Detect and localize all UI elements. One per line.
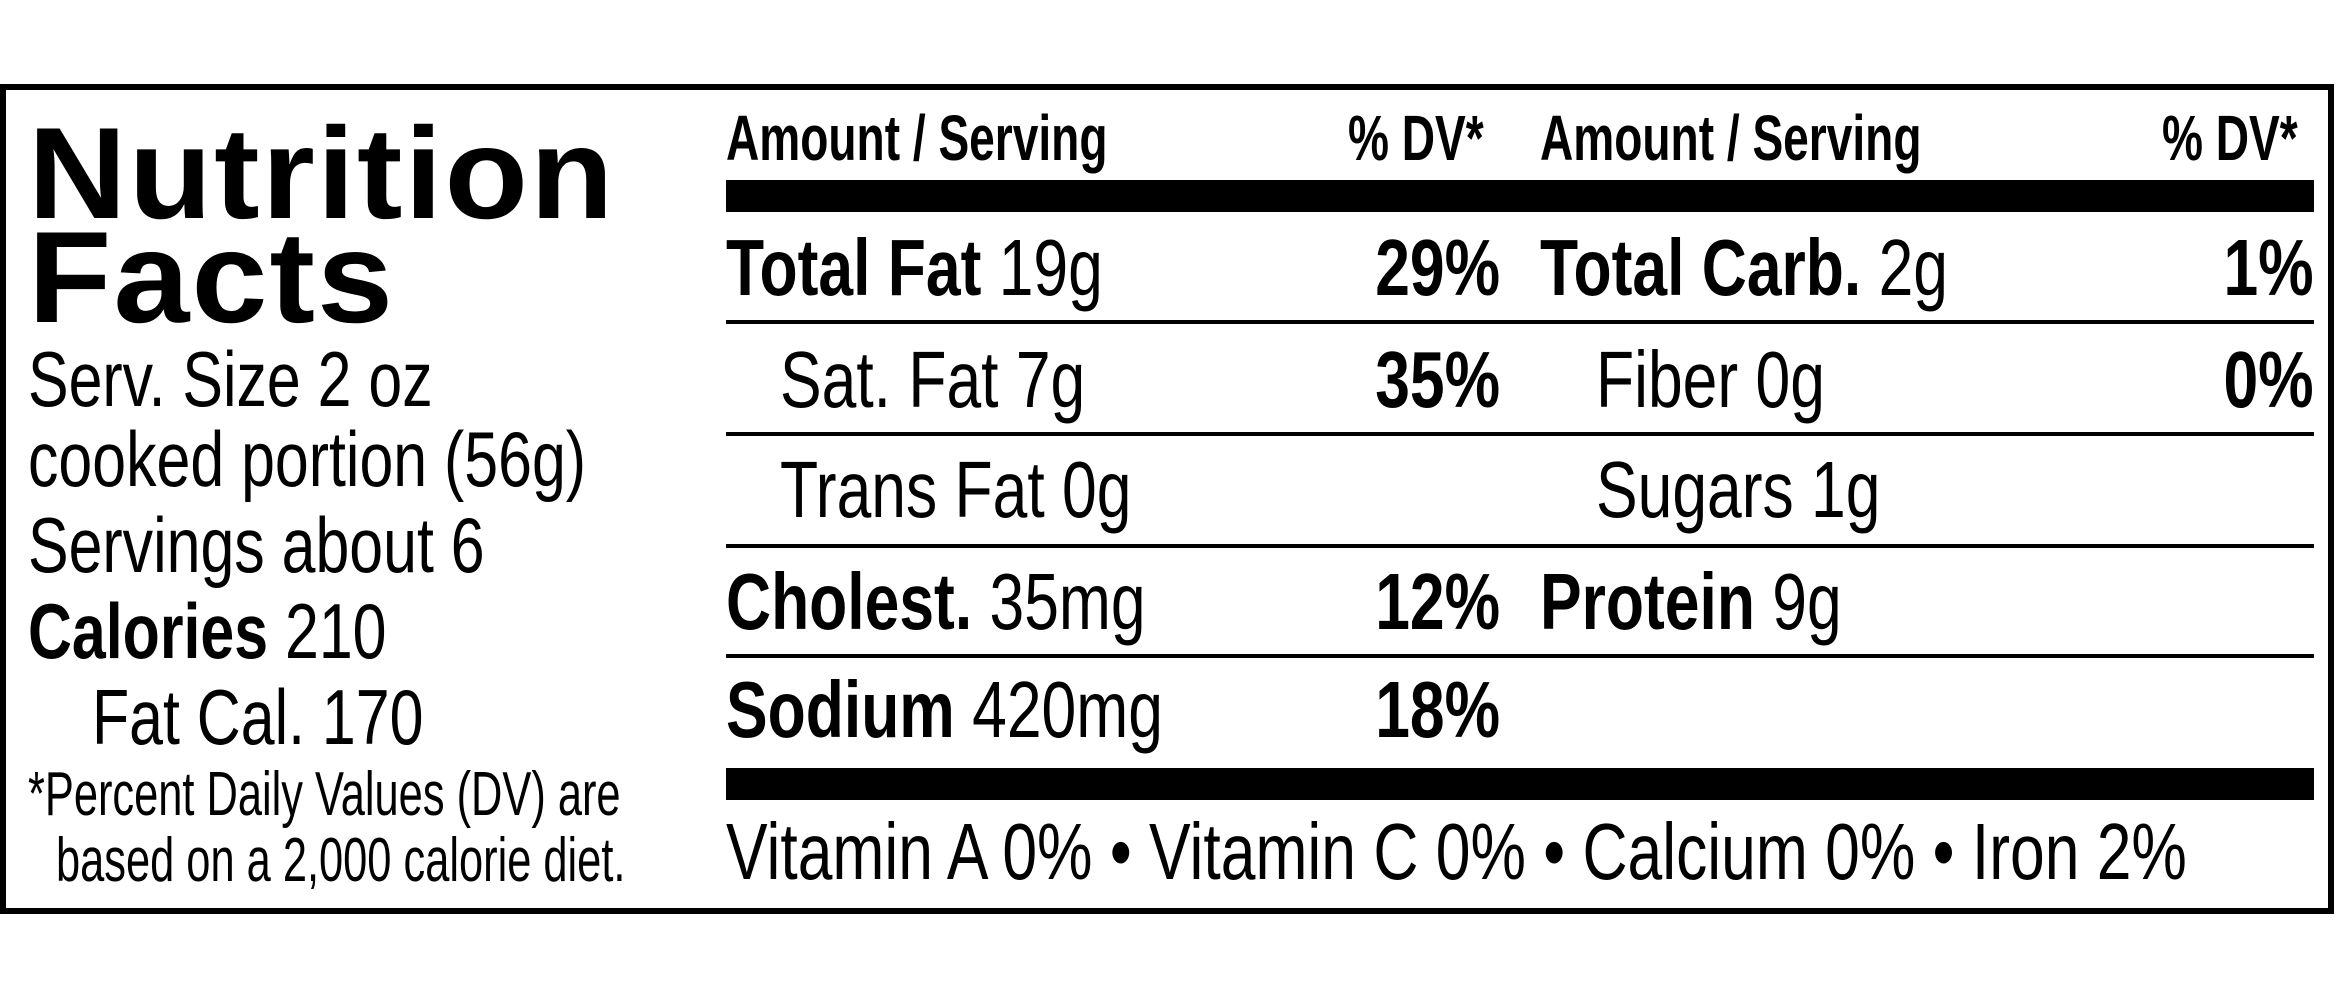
vitamins-divider-bar [726,768,2314,800]
dv-cholesterol: 12% [1375,557,1500,646]
row-divider [726,654,2314,658]
footnote-line-2: based on a 2,000 calorie diet. [56,826,626,895]
dv-sodium: 18% [1375,665,1500,754]
title-line-2: Facts [28,204,396,350]
dv-total-fat: 29% [1375,223,1500,312]
nutrient-total-carb: Total Carb. 2g [1540,223,1949,312]
nutrient-protein: Protein 9g [1540,557,1842,646]
row-divider [726,320,2314,324]
header-amount-left: Amount / Serving [726,102,1108,174]
header-divider-bar [726,180,2314,212]
nutrient-trans-fat: Trans Fat 0g [780,445,1132,534]
dv-sat-fat: 35% [1375,335,1500,424]
nutrient-cholesterol: Cholest. 35mg [726,557,1146,646]
title-line-1: Nutrition [28,100,616,246]
fat-calories: Fat Cal. 170 [92,673,424,761]
header-amount-right: Amount / Serving [1540,102,1922,174]
dv-total-carb: 1% [2223,223,2314,312]
vitamins-minerals: Vitamin A 0% • Vitamin C 0% • Calcium 0%… [726,807,2187,896]
nutrient-sugars: Sugars 1g [1596,445,1881,534]
nutrient-fiber: Fiber 0g [1596,335,1825,424]
serving-size-detail: cooked portion (56g) [28,415,587,503]
nutrient-sat-fat: Sat. Fat 7g [780,335,1086,424]
header-dv-left: % DV* [1348,102,1484,174]
calories: Calories 210 [28,587,387,675]
row-divider [726,432,2314,436]
header-dv-right: % DV* [2162,102,2298,174]
nutrition-facts-label [0,84,2334,914]
serving-size: Serv. Size 2 oz [28,335,433,423]
servings-per-container: Servings about 6 [28,501,485,589]
dv-fiber: 0% [2223,335,2314,424]
footnote-line-1: *Percent Daily Values (DV) are [28,760,621,829]
nutrient-total-fat: Total Fat 19g [726,223,1103,312]
nutrient-sodium: Sodium 420mg [726,665,1163,754]
row-divider [726,544,2314,548]
